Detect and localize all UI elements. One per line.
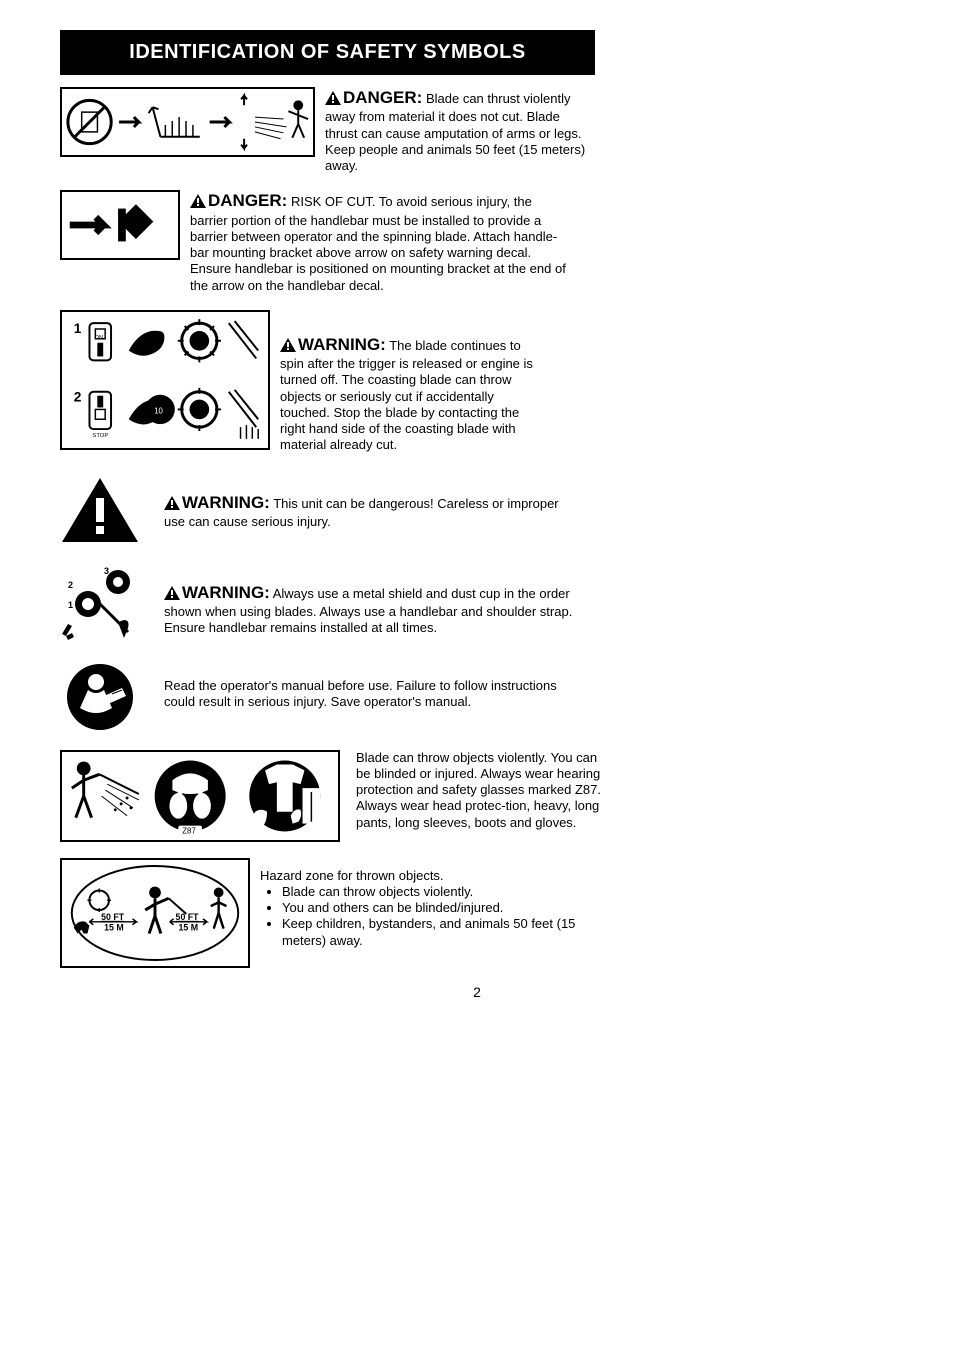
section-danger-thrust: DANGER: Blade can thrust violently away … [60, 87, 894, 174]
hazard-list: Blade can throw objects violently. You a… [282, 884, 580, 949]
read-manual-icon [60, 662, 140, 732]
ppe-body: Blade can throw objects violently. You c… [356, 750, 606, 831]
svg-text:Z87: Z87 [182, 826, 196, 835]
hazard-text: Hazard zone for thrown objects. Blade ca… [260, 868, 580, 949]
svg-text:STOP: STOP [92, 433, 108, 439]
svg-text:3: 3 [104, 566, 109, 576]
warning1-label: WARNING: [298, 335, 386, 354]
alert-triangle-icon [325, 91, 341, 109]
danger2-label: DANGER: [208, 191, 287, 210]
svg-text:1: 1 [74, 321, 82, 336]
danger1-label: DANGER: [343, 88, 422, 107]
alert-triangle-icon [164, 586, 180, 604]
svg-text:ON: ON [94, 335, 103, 341]
warning3-label: WARNING: [182, 583, 270, 602]
section-warning-danger-unit: WARNING: This unit can be dangerous! Car… [60, 476, 894, 546]
shield-order-icon: 1 2 3 [60, 564, 140, 644]
manual-body: Read the operator's manual before use. F… [164, 678, 584, 711]
warning3-text: WARNING: Always use a metal shield and d… [164, 582, 584, 637]
svg-text:2: 2 [68, 580, 73, 590]
hazard-zone-icon: 50 FT 15 M 50 FT 15 M [60, 858, 250, 968]
exclamation-triangle-icon [60, 476, 140, 546]
svg-text:50 FT: 50 FT [176, 911, 200, 921]
section-warning-coasting: 1 2 STOP ON [60, 310, 894, 454]
warning2-label: WARNING: [182, 493, 270, 512]
title-bar: IDENTIFICATION OF SAFETY SYMBOLS [60, 30, 595, 75]
warning1-text: WARNING: The blade continues to spin aft… [280, 334, 540, 454]
section-manual: Read the operator's manual before use. F… [60, 662, 894, 732]
page-number: 2 [60, 984, 894, 1002]
thrust-sequence-icon [60, 87, 315, 157]
section-warning-shield: 1 2 3 WARNING: Always use a metal shield… [60, 564, 894, 644]
hazard-item: Keep children, bystanders, and animals 5… [282, 916, 580, 949]
ppe-icons-row: Z87 [60, 750, 340, 842]
danger2-text: DANGER: RISK OF CUT. To avoid serious in… [190, 190, 570, 294]
section-danger-cut: DANGER: RISK OF CUT. To avoid serious in… [60, 190, 894, 294]
alert-triangle-icon [164, 496, 180, 514]
warning2-text: WARNING: This unit can be dangerous! Car… [164, 492, 564, 531]
svg-text:2: 2 [74, 389, 82, 404]
hazard-item: You and others can be blinded/injured. [282, 900, 580, 916]
svg-text:15 M: 15 M [178, 922, 198, 932]
danger1-text: DANGER: Blade can thrust violently away … [325, 87, 590, 174]
svg-text:15 M: 15 M [104, 922, 124, 932]
svg-text:50 FT: 50 FT [101, 911, 125, 921]
alert-triangle-icon [280, 338, 296, 356]
hazard-intro: Hazard zone for thrown objects. [260, 868, 580, 884]
svg-text:1: 1 [68, 600, 73, 610]
warning1-body: The blade continues to spin after the tr… [280, 338, 533, 453]
svg-text:10: 10 [154, 406, 163, 415]
hazard-item: Blade can throw objects violently. [282, 884, 580, 900]
alert-triangle-icon [190, 194, 206, 212]
section-ppe: Z87 Blade can throw objects violently. Y… [60, 750, 894, 842]
coasting-blade-icon: 1 2 STOP ON [60, 310, 270, 450]
section-hazard-zone: 50 FT 15 M 50 FT 15 M Hazard zone for th… [60, 858, 894, 968]
handlebar-arrow-icon [60, 190, 180, 260]
